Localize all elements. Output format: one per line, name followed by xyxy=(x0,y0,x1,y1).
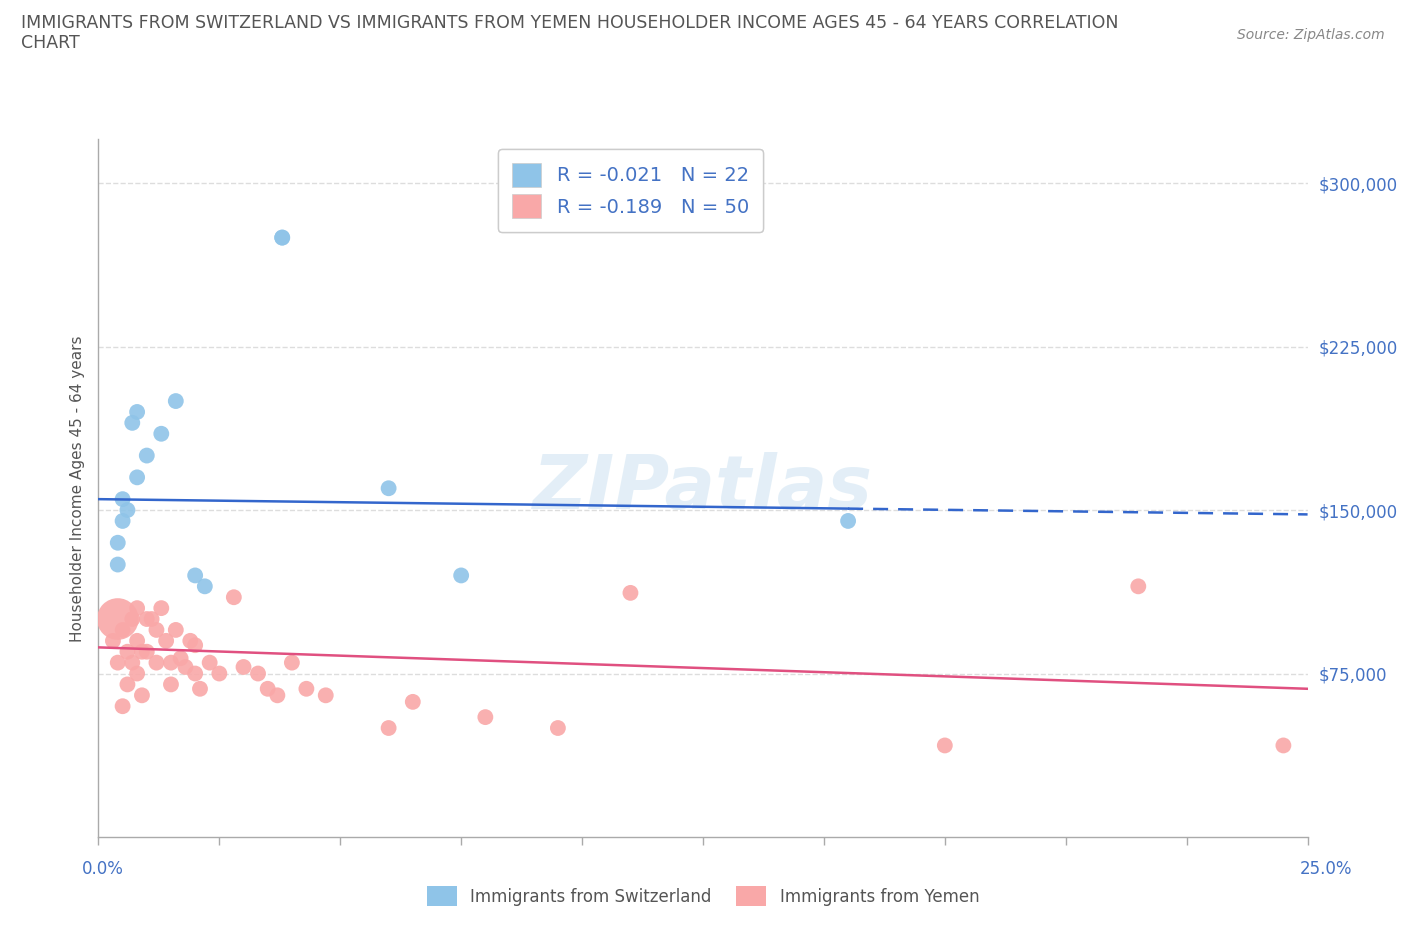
Point xyxy=(188,682,211,697)
Point xyxy=(165,622,187,637)
Point xyxy=(232,659,254,674)
Point xyxy=(107,612,129,627)
Point xyxy=(135,644,157,659)
Point xyxy=(179,633,201,648)
Point xyxy=(295,682,318,697)
Text: 0.0%: 0.0% xyxy=(82,860,124,878)
Point xyxy=(934,738,956,753)
Point xyxy=(1128,578,1150,593)
Point xyxy=(150,426,173,441)
Point xyxy=(121,612,143,627)
Text: CHART: CHART xyxy=(21,34,80,52)
Point xyxy=(315,688,337,703)
Point xyxy=(107,655,129,670)
Point xyxy=(155,633,177,648)
Point xyxy=(107,536,129,551)
Point xyxy=(184,568,207,583)
Point xyxy=(141,612,163,627)
Point xyxy=(450,568,472,583)
Point xyxy=(111,492,134,507)
Point xyxy=(547,721,569,736)
Point xyxy=(256,682,278,697)
Point xyxy=(208,666,231,681)
Point xyxy=(121,655,143,670)
Point xyxy=(117,644,139,659)
Point xyxy=(194,578,217,593)
Point xyxy=(837,513,859,528)
Y-axis label: Householder Income Ages 45 - 64 years: Householder Income Ages 45 - 64 years xyxy=(69,335,84,642)
Point xyxy=(174,659,197,674)
Point xyxy=(160,655,183,670)
Point xyxy=(135,612,157,627)
Point xyxy=(150,601,173,616)
Point xyxy=(135,448,157,463)
Text: 25.0%: 25.0% xyxy=(1299,860,1353,878)
Point xyxy=(145,655,167,670)
Point xyxy=(131,644,153,659)
Point xyxy=(127,601,149,616)
Point xyxy=(121,416,143,431)
Point xyxy=(131,688,153,703)
Point xyxy=(474,710,496,724)
Text: Source: ZipAtlas.com: Source: ZipAtlas.com xyxy=(1237,28,1385,42)
Point xyxy=(222,590,245,604)
Point xyxy=(377,481,399,496)
Point xyxy=(184,666,207,681)
Point xyxy=(127,666,149,681)
Point xyxy=(127,470,149,485)
Point xyxy=(169,651,191,666)
Legend: Immigrants from Switzerland, Immigrants from Yemen: Immigrants from Switzerland, Immigrants … xyxy=(420,880,986,912)
Point xyxy=(198,655,221,670)
Point xyxy=(402,695,425,710)
Point xyxy=(111,622,134,637)
Point xyxy=(127,633,149,648)
Point xyxy=(145,622,167,637)
Text: IMMIGRANTS FROM SWITZERLAND VS IMMIGRANTS FROM YEMEN HOUSEHOLDER INCOME AGES 45 : IMMIGRANTS FROM SWITZERLAND VS IMMIGRANT… xyxy=(21,14,1119,32)
Point xyxy=(165,393,187,408)
Legend: R = -0.021   N = 22, R = -0.189   N = 50: R = -0.021 N = 22, R = -0.189 N = 50 xyxy=(498,149,762,232)
Point xyxy=(377,721,399,736)
Text: ZIPatlas: ZIPatlas xyxy=(533,452,873,525)
Point xyxy=(184,638,207,653)
Point xyxy=(111,513,134,528)
Point xyxy=(101,633,124,648)
Point xyxy=(160,677,183,692)
Point xyxy=(117,677,139,692)
Point xyxy=(1272,738,1295,753)
Point xyxy=(271,230,294,245)
Point xyxy=(127,405,149,419)
Point xyxy=(107,557,129,572)
Point xyxy=(266,688,288,703)
Point xyxy=(271,230,294,245)
Point xyxy=(111,698,134,713)
Point xyxy=(281,655,304,670)
Point xyxy=(117,502,139,517)
Point xyxy=(247,666,270,681)
Point xyxy=(619,586,641,601)
